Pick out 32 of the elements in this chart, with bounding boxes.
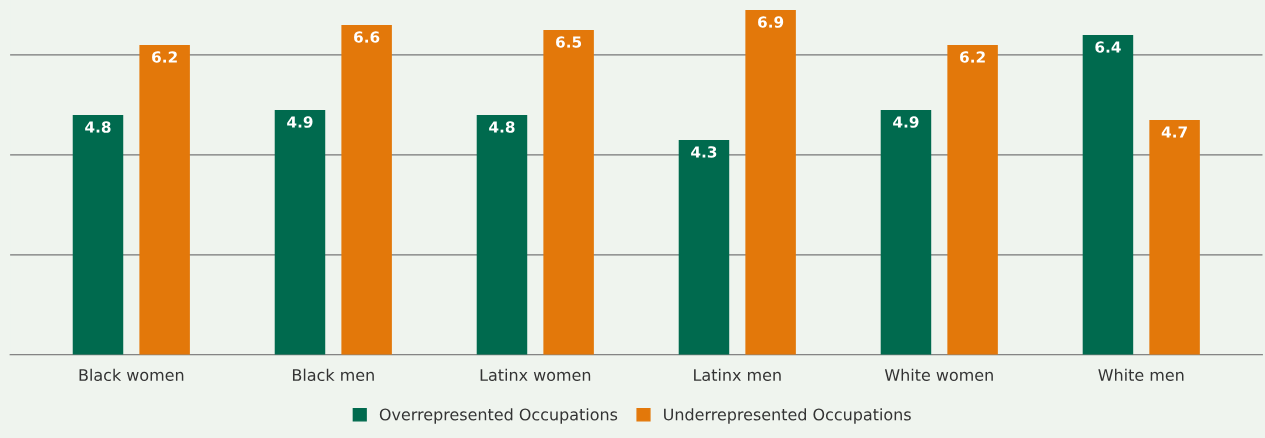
- x-tick-label: White women: [884, 368, 993, 382]
- legend-label: Underrepresented Occupations: [664, 408, 911, 424]
- bar: [745, 9, 796, 355]
- data-label: 4.7: [1161, 126, 1187, 138]
- x-tick-label: Latinx women: [480, 368, 591, 382]
- bar: [947, 44, 998, 355]
- bar: [880, 109, 932, 355]
- bar: [139, 44, 190, 355]
- data-label: 6.4: [1095, 41, 1121, 53]
- x-tick-label: Black men: [292, 368, 374, 382]
- data-label: 4.8: [85, 121, 111, 133]
- bar: [1082, 34, 1134, 355]
- bar: [543, 29, 594, 355]
- bar: [1149, 119, 1200, 355]
- bar: [341, 24, 392, 355]
- legend-label: Overrepresented Occupations: [379, 408, 618, 424]
- data-label: 6.6: [354, 31, 380, 43]
- data-label: 6.2: [960, 51, 985, 63]
- data-label: 6.9: [758, 16, 784, 28]
- x-tick-label: Black women: [79, 368, 184, 382]
- x-tick-label: White men: [1098, 368, 1184, 382]
- x-tick-label: Latinx men: [694, 368, 781, 382]
- data-label: 4.9: [287, 116, 313, 128]
- data-label: 4.9: [893, 116, 919, 128]
- data-label: 4.8: [489, 121, 515, 133]
- bar: [274, 109, 326, 355]
- data-label: 6.2: [152, 51, 177, 63]
- bar: [476, 114, 528, 355]
- data-label: 4.3: [691, 146, 717, 158]
- bar: [678, 139, 730, 355]
- data-label: 6.5: [556, 36, 582, 48]
- bar: [72, 114, 124, 355]
